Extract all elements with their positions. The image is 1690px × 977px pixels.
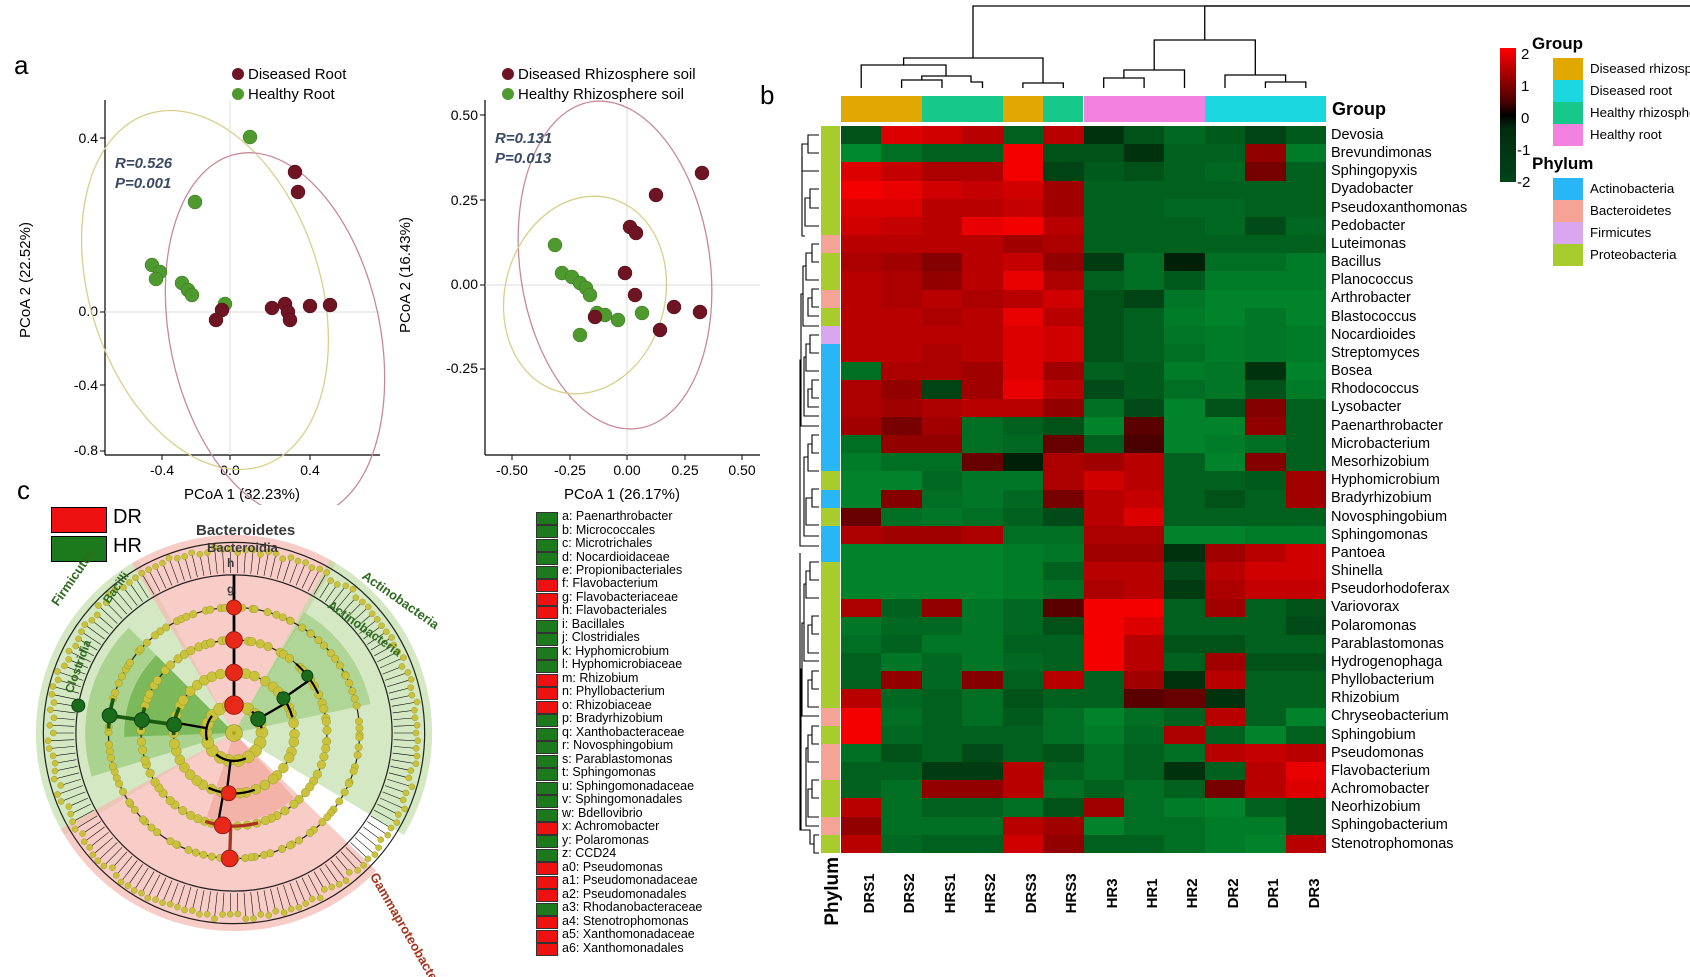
svg-text:Diseased Root: Diseased Root bbox=[248, 66, 347, 83]
svg-text:-0.25: -0.25 bbox=[446, 360, 478, 376]
svg-text:PCoA 1 (26.17%): PCoA 1 (26.17%) bbox=[564, 486, 680, 503]
svg-text:Healthy Root: Healthy Root bbox=[248, 86, 336, 103]
svg-text:0.0: 0.0 bbox=[79, 303, 99, 319]
svg-text:R=0.526: R=0.526 bbox=[115, 155, 173, 172]
svg-text:0.50: 0.50 bbox=[728, 462, 755, 478]
svg-text:0.50: 0.50 bbox=[451, 107, 478, 123]
svg-text:0.00: 0.00 bbox=[451, 276, 478, 292]
svg-text:0.4: 0.4 bbox=[300, 462, 320, 478]
svg-text:-0.4: -0.4 bbox=[150, 462, 174, 478]
svg-text:0.4: 0.4 bbox=[79, 130, 99, 146]
svg-text:0.00: 0.00 bbox=[613, 462, 640, 478]
svg-text:PCoA 2 (22.52%): PCoA 2 (22.52%) bbox=[17, 222, 34, 338]
svg-text:0.25: 0.25 bbox=[451, 192, 478, 208]
svg-text:Healthy Rhizosphere soil: Healthy Rhizosphere soil bbox=[518, 86, 684, 103]
svg-text:PCoA 2 (16.43%): PCoA 2 (16.43%) bbox=[397, 217, 414, 333]
svg-text:R=0.131: R=0.131 bbox=[495, 130, 552, 147]
svg-text:-0.25: -0.25 bbox=[554, 462, 586, 478]
svg-text:-0.50: -0.50 bbox=[496, 462, 528, 478]
svg-text:0.25: 0.25 bbox=[671, 462, 698, 478]
svg-text:P=0.013: P=0.013 bbox=[495, 150, 552, 167]
svg-text:P=0.001: P=0.001 bbox=[115, 175, 171, 192]
svg-text:-0.8: -0.8 bbox=[74, 442, 98, 458]
svg-text:-0.4: -0.4 bbox=[74, 377, 98, 393]
svg-text:Diseased Rhizosphere soil: Diseased Rhizosphere soil bbox=[518, 66, 696, 83]
